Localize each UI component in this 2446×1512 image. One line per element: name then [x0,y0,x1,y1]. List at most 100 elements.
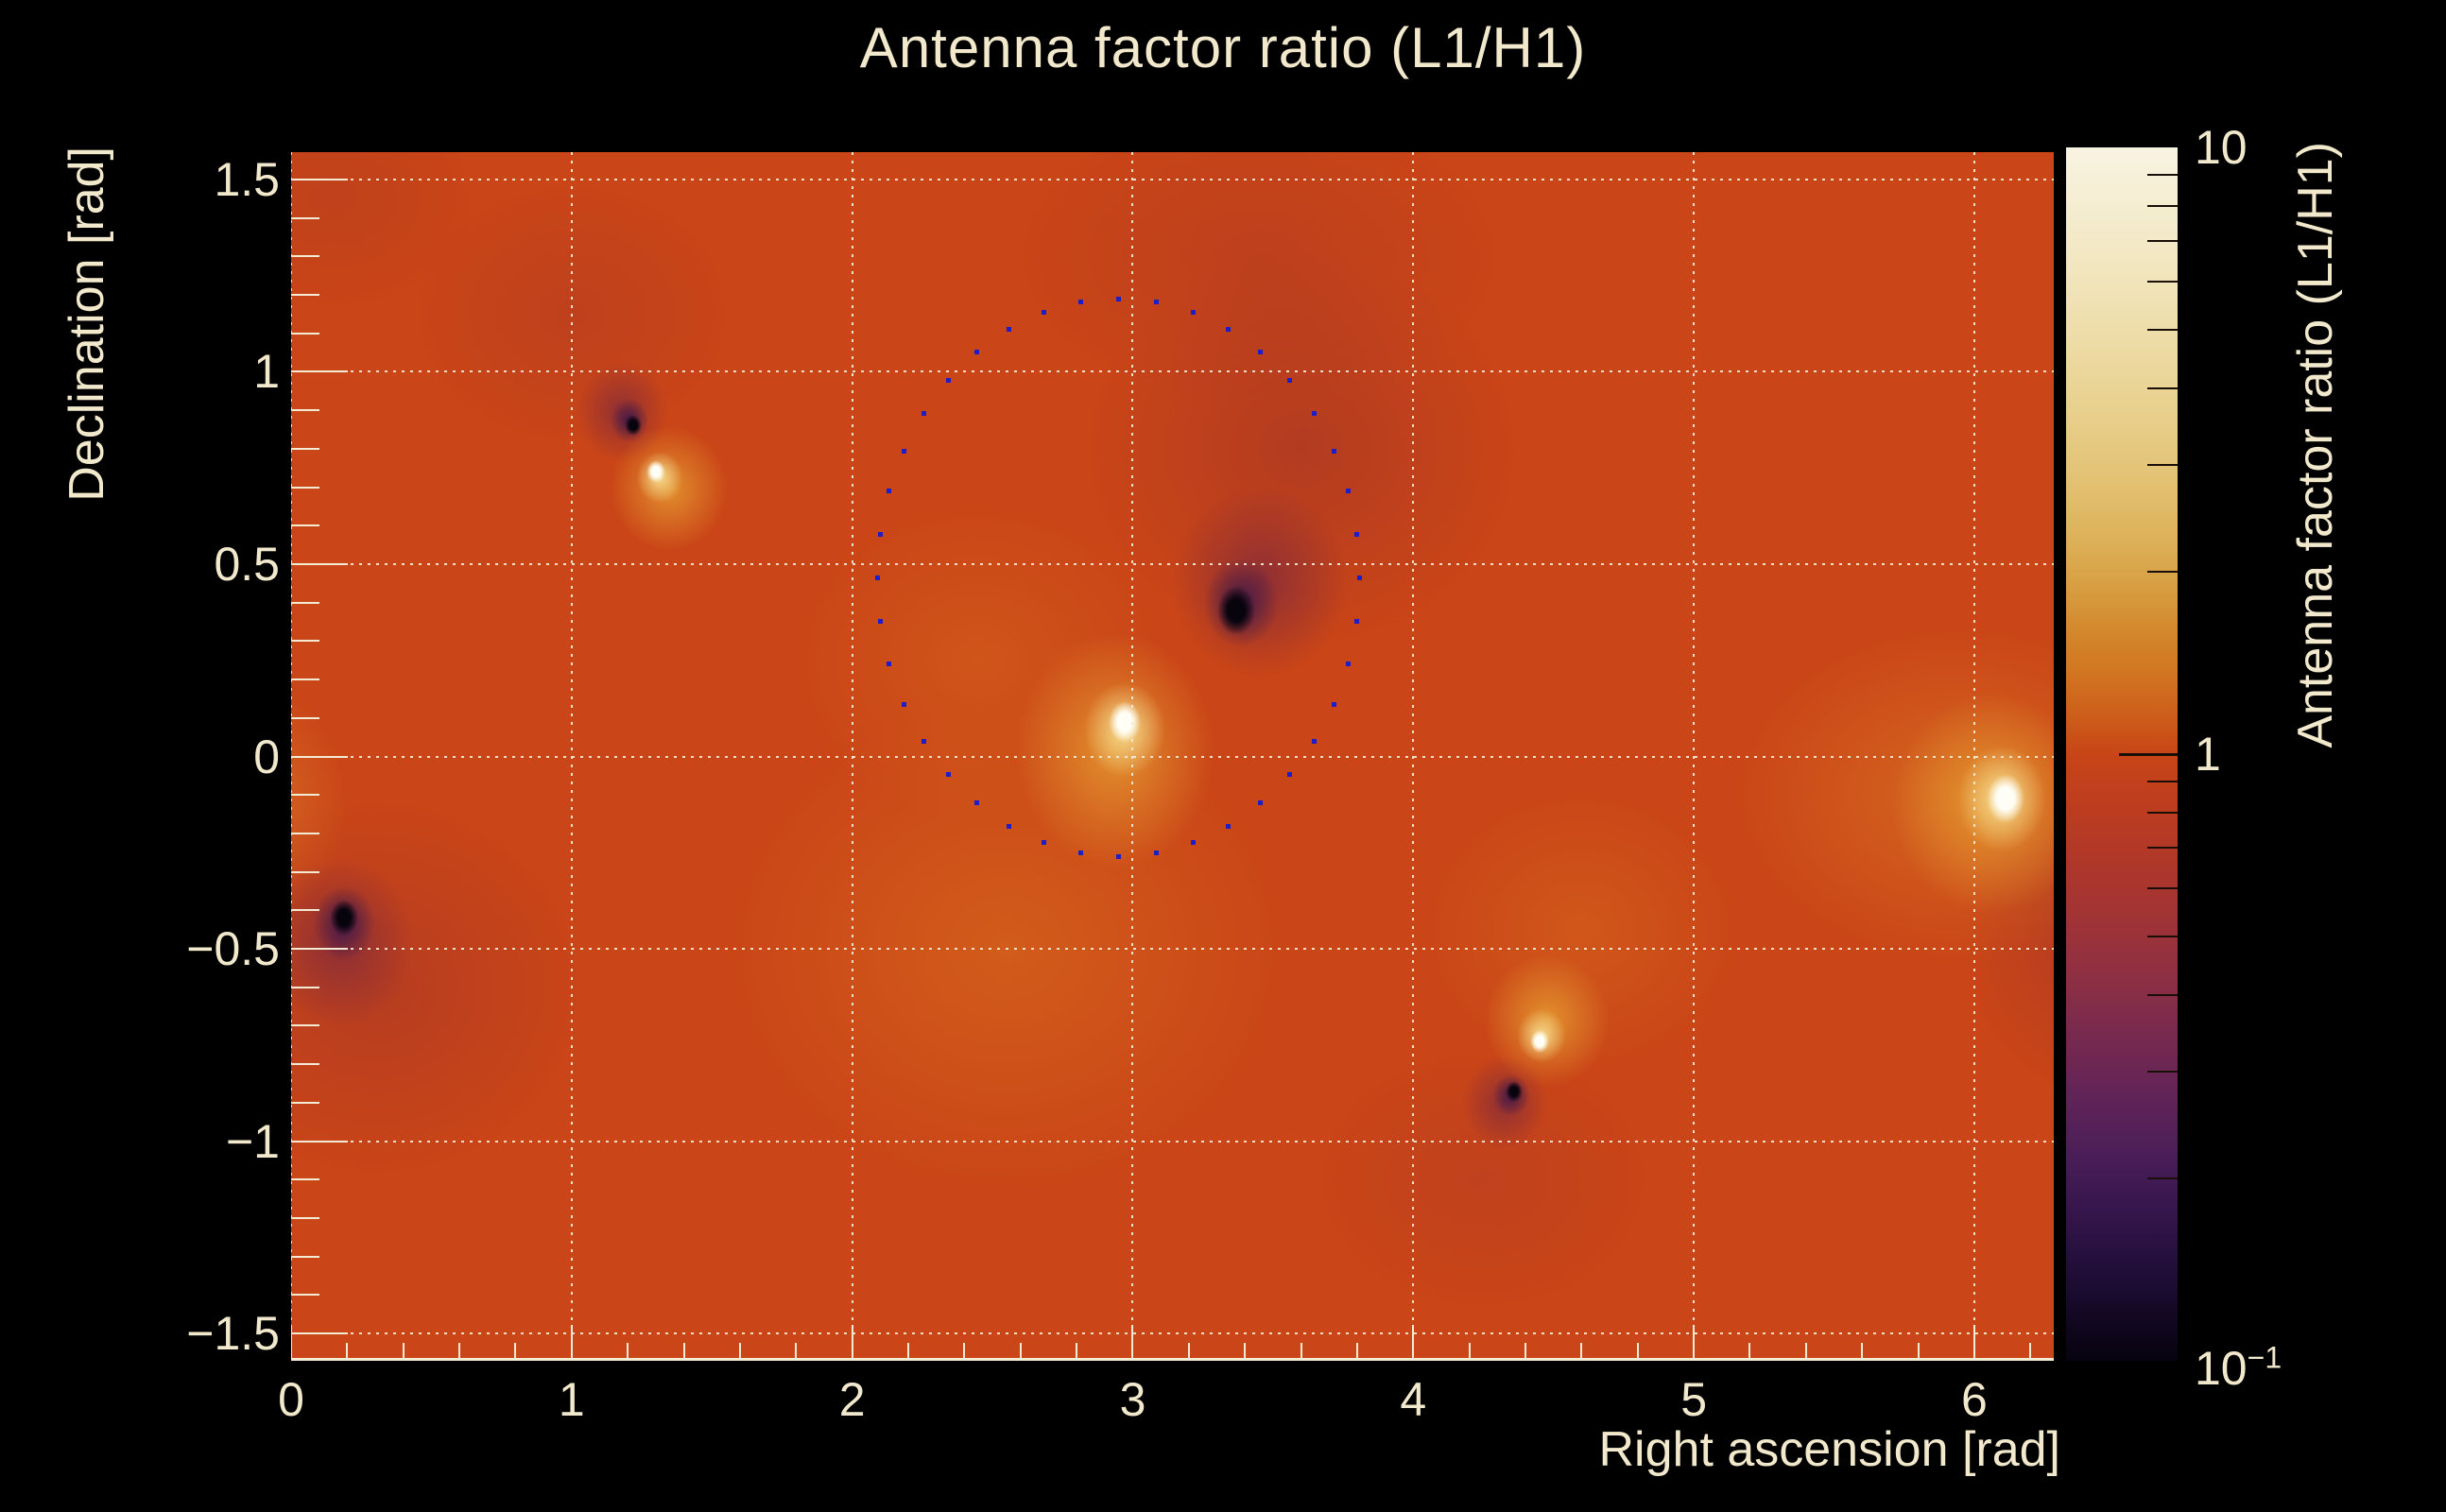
contour-dot [974,800,980,806]
x-tick-label: 2 [838,1373,866,1426]
contour-dot [1078,850,1084,856]
contour-dot [887,661,892,666]
x-major-tick [1972,1325,1975,1361]
y-minor-tick [291,409,319,412]
y-tick-label: 0 [253,730,280,783]
x-minor-tick [1244,1343,1247,1361]
y-minor-tick [291,1101,319,1104]
y-minor-tick [291,1178,319,1181]
y-minor-tick [291,524,319,527]
colorbar-minor-tick [2147,847,2178,850]
x-axis-title: Right ascension [rad] [1598,1422,2061,1477]
y-major-tick [291,1332,348,1335]
gridline-y [291,562,2054,565]
contour-dot [1042,840,1047,846]
x-axis-line [291,1358,2054,1361]
x-minor-tick [1524,1343,1527,1361]
colorbar-minor-tick [2147,329,2178,332]
x-tick-label: 4 [1400,1373,1427,1426]
colorbar-minor-tick [2147,570,2178,573]
contour-dot [1286,377,1292,383]
x-minor-tick [1355,1343,1358,1361]
contour-dot [1007,823,1012,829]
chart-title: Antenna factor ratio (L1/H1) [859,16,1587,79]
colorbar-minor-tick [2147,463,2178,466]
colorbar-minor-tick [2147,781,2178,783]
contour-dot [1226,823,1232,829]
x-minor-tick [402,1343,405,1361]
y-minor-tick [291,909,319,912]
contour-dot [1116,296,1122,301]
y-minor-tick [291,216,319,219]
x-major-tick [1412,1325,1415,1361]
y-minor-tick [291,794,319,797]
y-minor-tick [291,986,319,988]
x-major-tick [570,1325,573,1361]
y-minor-tick [291,255,319,258]
colorbar-minor-tick [2147,281,2178,284]
x-minor-tick [458,1343,461,1361]
x-minor-tick [1804,1343,1807,1361]
y-tick-label: 1 [253,345,280,399]
x-minor-tick [1580,1343,1583,1361]
contour-dot [1345,661,1351,666]
x-tick-label: 0 [278,1373,304,1426]
x-minor-tick [346,1343,349,1361]
x-major-tick [1693,1325,1696,1361]
y-tick-label: −0.5 [186,922,280,976]
contour-dot [878,531,883,537]
y-minor-tick [291,1063,319,1066]
y-minor-tick [291,640,319,643]
x-minor-tick [1468,1343,1471,1361]
colorbar-minor-tick [2147,994,2178,997]
contour-dot [1226,326,1232,332]
x-tick-label: 1 [558,1373,585,1426]
contour-dot [878,618,883,624]
contour-dot [1191,309,1196,315]
x-minor-tick [738,1343,741,1361]
y-minor-tick [291,486,319,489]
x-minor-tick [795,1343,798,1361]
x-minor-tick [682,1343,685,1361]
x-minor-tick [1748,1343,1751,1361]
contour-dot [1311,411,1317,417]
y-minor-tick [291,1294,319,1297]
contour-dot [945,377,951,383]
y-minor-tick [291,1024,319,1027]
colorbar-tick-label: 1 [2195,728,2221,781]
colorbar-minor-tick [2147,887,2178,890]
y-major-tick [291,1140,348,1143]
colorbar-minor-tick [2147,205,2178,208]
contour-dot [1078,300,1084,305]
gridline-y [291,1140,2054,1143]
colorbar-minor-tick [2147,812,2178,815]
contour-dot [974,349,980,354]
y-tick-label: −1 [225,1114,280,1168]
contour-dot [1258,800,1264,806]
colorbar-major-tick [2119,752,2178,756]
colorbar-minor-tick [2147,174,2178,177]
colorbar-minor-tick [2147,1070,2178,1073]
x-minor-tick [1300,1343,1302,1361]
contour-dot [887,489,892,494]
colorbar-minor-tick [2147,240,2178,243]
x-minor-tick [1019,1343,1022,1361]
contour-dot [1286,772,1292,778]
contour-dot [1357,575,1363,580]
heatmap [291,152,2054,1361]
colorbar-tick-label: 10 [2195,121,2248,174]
colorbar-minor-tick [2147,936,2178,938]
contour-dot [1007,326,1012,332]
x-minor-tick [627,1343,629,1361]
x-minor-tick [1861,1343,1864,1361]
y-major-tick [291,948,348,951]
x-minor-tick [963,1343,966,1361]
contour-dot [1154,300,1160,305]
contour-dot [1345,489,1351,494]
y-minor-tick [291,332,319,335]
x-minor-tick [1187,1343,1190,1361]
gridline-y [291,755,2054,758]
x-major-tick [1131,1325,1134,1361]
y-minor-tick [291,293,319,296]
